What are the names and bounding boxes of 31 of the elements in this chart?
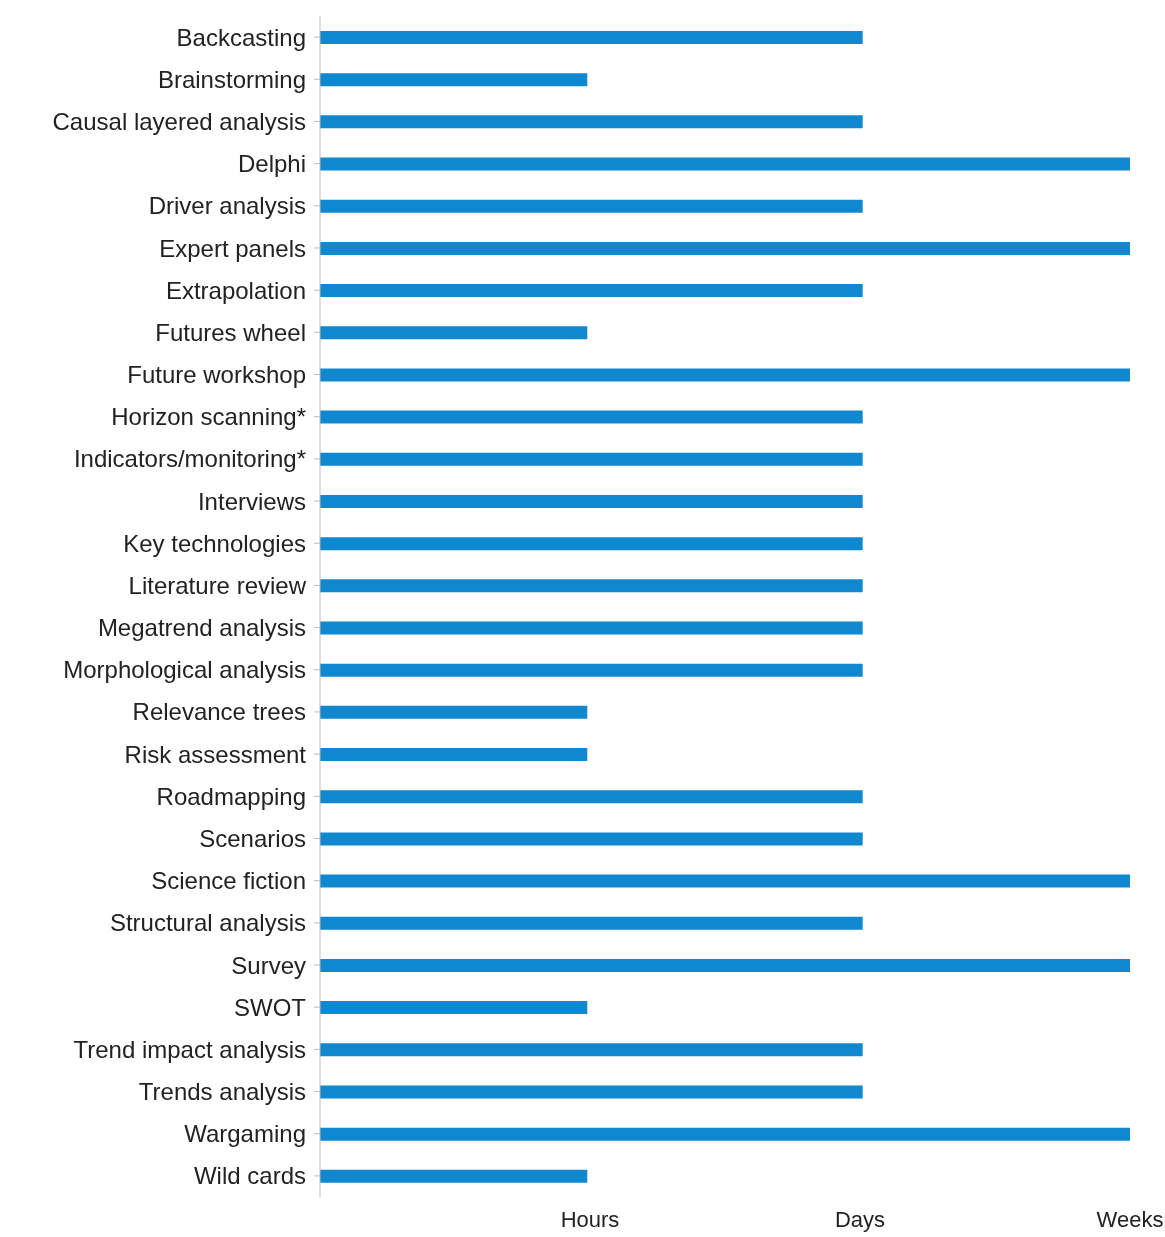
y-tick-label: Extrapolation <box>165 276 306 304</box>
y-tick-label: Backcasting <box>176 23 306 51</box>
y-tick-label: Trends analysis <box>138 1078 306 1106</box>
y-tick-label: Interviews <box>197 487 306 515</box>
y-tick-label: Brainstorming <box>157 65 306 93</box>
y-tick-label: Trend impact analysis <box>73 1035 306 1063</box>
y-tick-label: Expert panels <box>159 234 306 262</box>
y-tick-label: Future workshop <box>127 361 306 389</box>
y-tick-label: Horizon scanning* <box>111 403 306 431</box>
y-tick-label: Science fiction <box>151 867 306 895</box>
y-tick-label: Literature review <box>128 571 307 599</box>
y-tick-label: Survey <box>231 951 306 979</box>
y-tick-label: Morphological analysis <box>63 656 306 684</box>
y-tick-label: Wild cards <box>193 1162 306 1190</box>
y-tick-label: Driver analysis <box>148 192 306 220</box>
y-tick-label: Delphi <box>237 150 306 178</box>
text: Weeks <box>1096 1207 1164 1233</box>
text: Days <box>834 1207 886 1233</box>
y-tick-label: Causal layered analysis <box>52 107 306 135</box>
y-tick-label: Wargaming <box>184 1120 306 1148</box>
y-tick-label: Relevance trees <box>132 698 306 726</box>
y-tick-label: Megatrend analysis <box>97 614 306 642</box>
text: Hours <box>560 1207 620 1233</box>
y-tick-label: Indicators/monitoring* <box>73 445 306 473</box>
y-tick-label: Scenarios <box>199 825 306 852</box>
y-tick-label: Key technologies <box>123 529 306 557</box>
y-tick-label: SWOT <box>234 993 307 1021</box>
y-tick-label: Risk assessment <box>124 740 307 768</box>
y-tick-label: Structural analysis <box>109 909 306 937</box>
y-tick-label: Roadmapping <box>156 782 306 810</box>
y-tick-label: Futures wheel <box>155 318 306 346</box>
